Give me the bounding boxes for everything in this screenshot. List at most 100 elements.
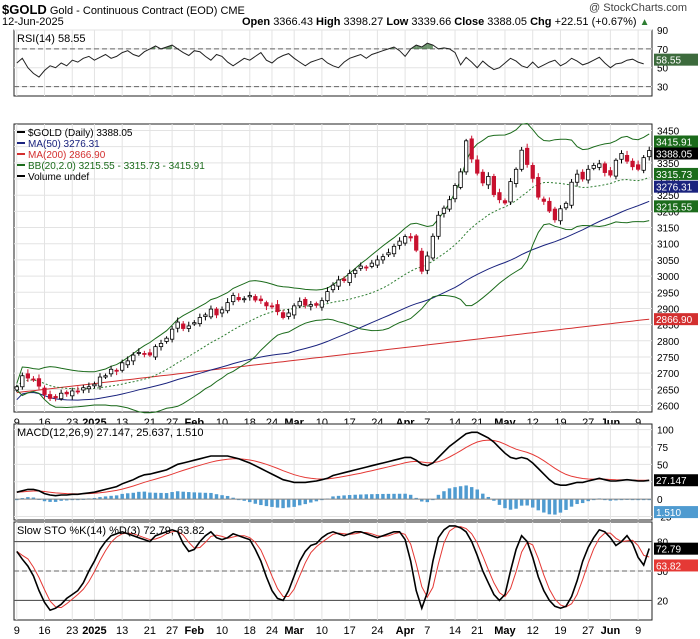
price-candle (103, 375, 108, 378)
price-candle (586, 168, 591, 181)
price-tick-label: 3000 (657, 272, 680, 283)
macd-histogram-bar (608, 499, 613, 501)
macd-histogram-bar (259, 499, 263, 506)
x-axis-label-bottom: May (494, 625, 516, 637)
price-candle (208, 308, 214, 318)
macd-histogram-bar (442, 491, 446, 500)
price-tag-bg (654, 147, 698, 160)
rsi-tick-label: 90 (657, 26, 669, 37)
x-axis-label-bottom: 13 (116, 625, 128, 637)
macd-histogram-bar (331, 496, 335, 500)
macd-histogram-bar (425, 499, 430, 503)
macd-histogram-bar (109, 495, 113, 500)
x-axis-label-bottom: 24 (371, 625, 383, 637)
rsi-line (16, 42, 644, 78)
price-candle (519, 149, 524, 170)
price-candle (486, 176, 491, 186)
price-tick-label: 3150 (657, 224, 680, 235)
price-tag-bg (654, 313, 698, 326)
price-candle (225, 302, 230, 312)
price-tick-label: 2650 (657, 385, 680, 396)
change-label: Chg (530, 16, 552, 28)
price-candle (430, 235, 435, 259)
sto-k-tag-bg (654, 542, 698, 555)
price-candle (59, 392, 64, 400)
price-candle (36, 378, 42, 387)
price-tag: 3276.31 (656, 183, 693, 194)
x-axis-label: 9 (14, 417, 20, 429)
macd-histogram-bar (453, 487, 457, 500)
price-candle (641, 157, 646, 171)
close-value: 3388.05 (487, 16, 528, 28)
price-candle (142, 353, 147, 355)
price-candle (547, 200, 552, 212)
sto-legend: Slow STO %K(14) %D(3) 72.79, 63.82 (17, 525, 205, 537)
sto-k-line (16, 525, 650, 612)
x-axis-label-bottom: 9 (635, 625, 641, 637)
macd-histogram-bar (48, 499, 52, 502)
macd-histogram-bar (469, 487, 474, 500)
price-candle (14, 386, 19, 391)
macd-histogram-bar (309, 499, 313, 503)
macd-histogram-bar (131, 492, 135, 500)
price-tick-label: 2850 (657, 321, 680, 332)
macd-histogram-bar (26, 497, 30, 500)
macd-last-tag-bg (654, 474, 698, 487)
price-candle (380, 256, 386, 261)
sto-d-tag-bg (654, 559, 698, 572)
x-axis-label-bottom: 23 (66, 625, 78, 637)
price-candle (197, 317, 202, 325)
macd-histogram-bar (486, 496, 491, 500)
price-candle (602, 163, 607, 173)
x-axis-label-bottom: Apr (396, 625, 416, 637)
rsi-legend: RSI(14) 58.55 (17, 33, 85, 45)
price-candle (175, 321, 180, 329)
price-candle (192, 322, 197, 325)
macd-histogram-bar (42, 499, 47, 502)
open-label: Open (242, 16, 271, 28)
price-tick-label: 2800 (657, 337, 680, 348)
macd-histogram-bar (98, 497, 102, 500)
price-candle (408, 236, 413, 239)
price-candle (563, 202, 569, 209)
price-candle (447, 199, 452, 210)
price-tag: 3415.91 (656, 138, 693, 149)
price-candle (131, 354, 136, 362)
macd-tick-label: 100 (657, 426, 674, 437)
price-legend-symbol: $GOLD (Daily) 3388.05 (28, 128, 133, 139)
ma50-legend: MA(50) 3276.31 (28, 139, 100, 150)
price-candle (608, 170, 613, 176)
macd-histogram-bar (297, 499, 302, 506)
price-candle (314, 303, 319, 306)
price-candle (508, 181, 513, 203)
watermark: @ StockCharts.com (589, 2, 687, 14)
macd-histogram-bar (536, 499, 540, 511)
macd-histogram-bar (492, 499, 496, 501)
macd-histogram-bar (364, 494, 369, 500)
x-axis-label-bottom: 16 (38, 625, 50, 637)
macd-histogram-bar (242, 499, 246, 501)
price-candle (236, 297, 241, 301)
macd-histogram-bar (264, 499, 269, 507)
price-candle (530, 165, 535, 179)
price-candle (136, 352, 141, 354)
price-candle (303, 298, 308, 306)
price-tick-label: 2950 (657, 288, 680, 299)
price-candle (108, 368, 114, 375)
price-tick-label: 2900 (657, 304, 680, 315)
price-candle (624, 154, 630, 162)
macd-histogram-bar (347, 495, 352, 500)
price-candle (369, 262, 374, 267)
macd-tick-label: 50 (657, 460, 669, 471)
macd-histogram-bar (137, 491, 141, 500)
price-candle (613, 159, 619, 177)
macd-histogram-bar (281, 499, 285, 509)
price-candle (169, 328, 175, 340)
x-axis-label-bottom: 19 (554, 625, 566, 637)
x-axis-label-bottom: 21 (144, 625, 156, 637)
price-tick-label: 2700 (657, 369, 680, 380)
price-candle (353, 269, 358, 274)
price-candle (153, 346, 158, 358)
macd-histogram-bar (575, 499, 579, 505)
price-candle (475, 159, 480, 174)
